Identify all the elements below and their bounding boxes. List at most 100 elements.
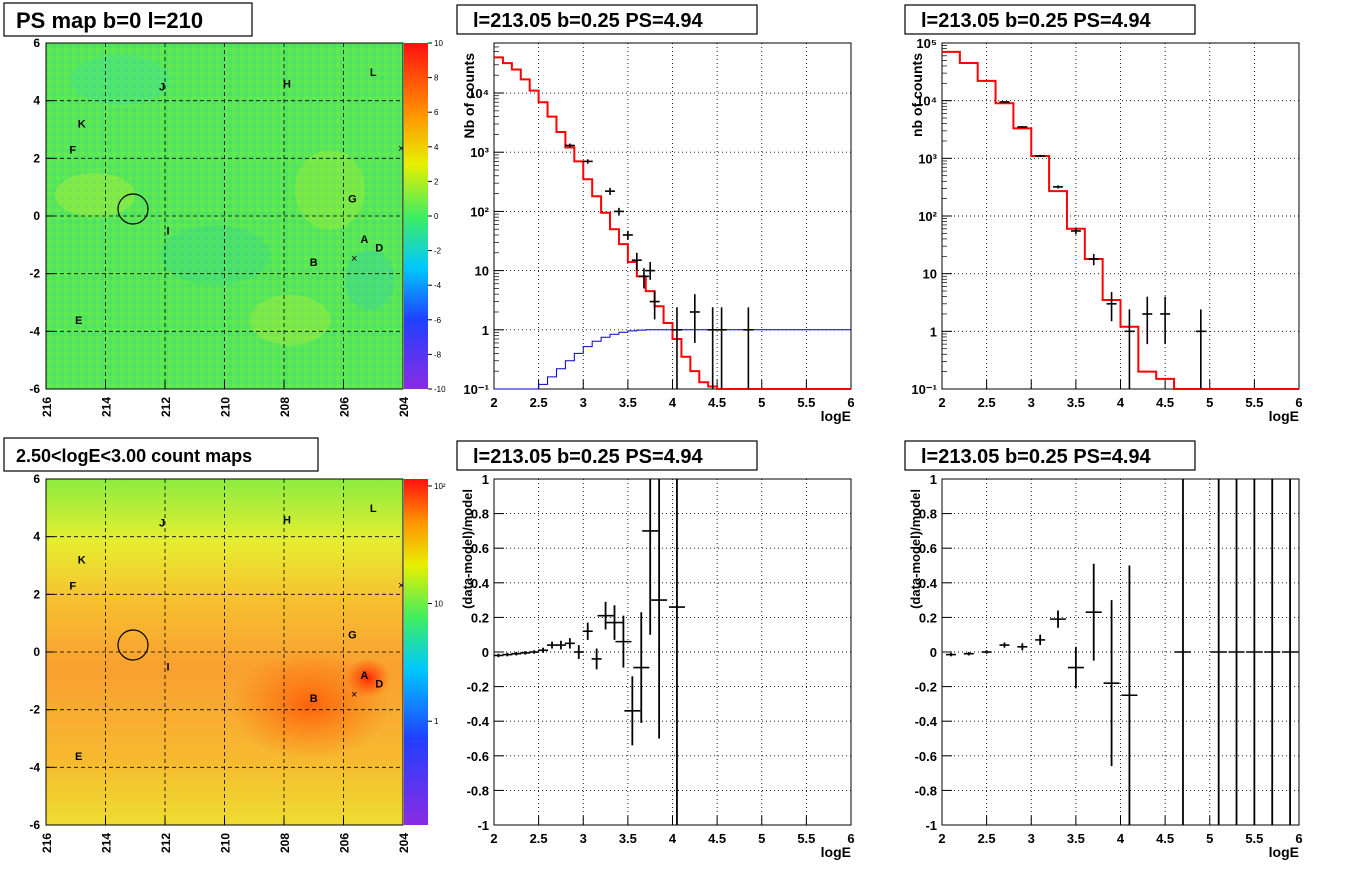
ytick-label: 10² [470,204,489,219]
ytick-label: -0.2 [467,680,489,695]
residual-point [1103,600,1120,767]
source-label-h: H [283,514,291,526]
residual-point [633,612,650,723]
xtick-label: 4 [669,395,677,410]
data-point [671,307,682,389]
ytick-label: 10⁵ [916,36,937,51]
point-source-model-histogram [494,329,851,390]
map-top-grid [46,43,403,389]
residual-point [1264,479,1281,825]
x-axis-label: logE [821,408,851,424]
colorbar-tick-label: 0 [434,212,439,221]
xtick-label: 3.5 [619,831,637,846]
residual-point [502,652,513,657]
data-point [605,187,616,195]
map-xtick-label: 208 [278,833,292,853]
map-bottom-colorbar [404,479,428,825]
xtick-label: 3 [580,395,587,410]
map-xtick-label: 210 [219,397,233,417]
xtick-label: 5.5 [797,831,815,846]
xtick-label: 4.5 [1156,831,1174,846]
panel-title: l=213.05 b=0.25 PS=4.94 [921,10,1152,32]
residual-point [1085,563,1102,661]
data-point [645,261,656,280]
map-top-source-labels: L J H K F G I AD B E [69,67,383,327]
data-point [716,307,727,389]
data-point [1070,227,1081,235]
y-axis-label: (data-model)/model [460,489,475,609]
xtick-label: 6 [1295,831,1302,846]
map-xtick-label: 214 [100,397,114,417]
residual-point [582,622,593,640]
map-bottom-source-labels: L J H K F G I AD B E [69,503,383,763]
map-ytick-label: -2 [29,703,40,717]
source-label-b: B [310,693,318,705]
residual-point [1282,479,1299,825]
map-bottom-axes: 216 214 212 210 208 206 204 6 4 2 0 -2 -4 -6 10² 10 1 [29,472,446,853]
xtick-label: 6 [847,831,854,846]
residual-point [520,651,531,655]
panel-title-box [456,4,758,35]
ytick-label: -0.8 [467,783,489,798]
map-top-axes: 216 214 212 210 208 206 204 6 4 2 0 -2 -4 -6 10 8 6 4 2 0 -2… [29,36,446,417]
source-label-f: F [69,145,76,157]
ytick-label: 1 [482,472,489,487]
ytick-label: 0.2 [919,610,937,625]
source-label-e: E [75,751,82,763]
ytick-label: 1 [482,323,489,338]
spectrum-panel-2: l=213.05 b=0.25 PS=4.94 2 2.5 3 3.5 4 4.5 5 5.5 6… [904,4,1303,424]
ytick-label: 0.8 [919,507,937,522]
map-ytick-label: -4 [29,760,40,774]
ytick-label: 0 [930,645,937,660]
xtick-label: 3 [1028,395,1035,410]
source-label-j: J [159,81,165,93]
map-ytick-label: 6 [33,36,40,50]
map-ytick-label: 4 [33,94,40,108]
ytick-label: -1 [925,818,937,833]
map-ytick-label: -6 [29,818,40,832]
xtick-label: 2.5 [530,395,548,410]
source-label-j: J [159,517,165,529]
source-label-l: L [370,503,377,515]
ytick-label: 0.2 [471,610,489,625]
map-bottom-title: 2.50<logE<3.00 count maps [16,446,252,466]
residual-point [555,640,566,650]
source-label-f: F [69,581,76,593]
colorbar-tick-label: 10 [434,39,443,48]
source-label-i: I [166,661,169,673]
map-xtick-label: 212 [159,397,173,417]
xtick-label: 3 [580,831,587,846]
xtick-label: 5.5 [797,395,815,410]
data-point [999,101,1010,103]
data-point [689,294,700,343]
map-ytick-label: -4 [29,324,40,338]
residual-point [1174,479,1191,825]
colorbar-tick-label: 2 [434,177,439,186]
ytick-label: -0.6 [915,749,937,764]
ytick-label: 10⁴ [916,94,937,109]
ytick-label: 0 [482,645,489,660]
residual-point [606,605,623,640]
source-label-d: D [375,243,383,255]
residual-point [1246,479,1263,825]
map-bottom-hot-region-a [346,658,390,698]
residual-point [651,479,668,739]
map-bottom-title-box [3,437,319,472]
spectrum-panel-1: l=213.05 b=0.25 PS=4.94 2 2.5 3 3.5 4 4.5 5 5.5 6… [456,4,855,424]
xtick-label: 3.5 [1067,831,1085,846]
data-point [1053,185,1064,189]
map-top-target-circle [117,193,149,225]
map-xtick-label: 206 [338,833,352,853]
xtick-label: 3.5 [619,395,637,410]
xtick-label: 4.5 [708,831,726,846]
ytick-label: 0.4 [471,576,490,591]
map-bottom-cross: × [351,689,357,701]
residual-point [1210,479,1227,825]
residual-panel-1: l=213.05 b=0.25 PS=4.94 2 2.5 3 3.5 4 4.5 5 5.5 6… [456,440,855,860]
data-point [1160,296,1171,345]
data-point [631,252,642,271]
residual-point [547,641,558,649]
data-point [743,307,754,389]
